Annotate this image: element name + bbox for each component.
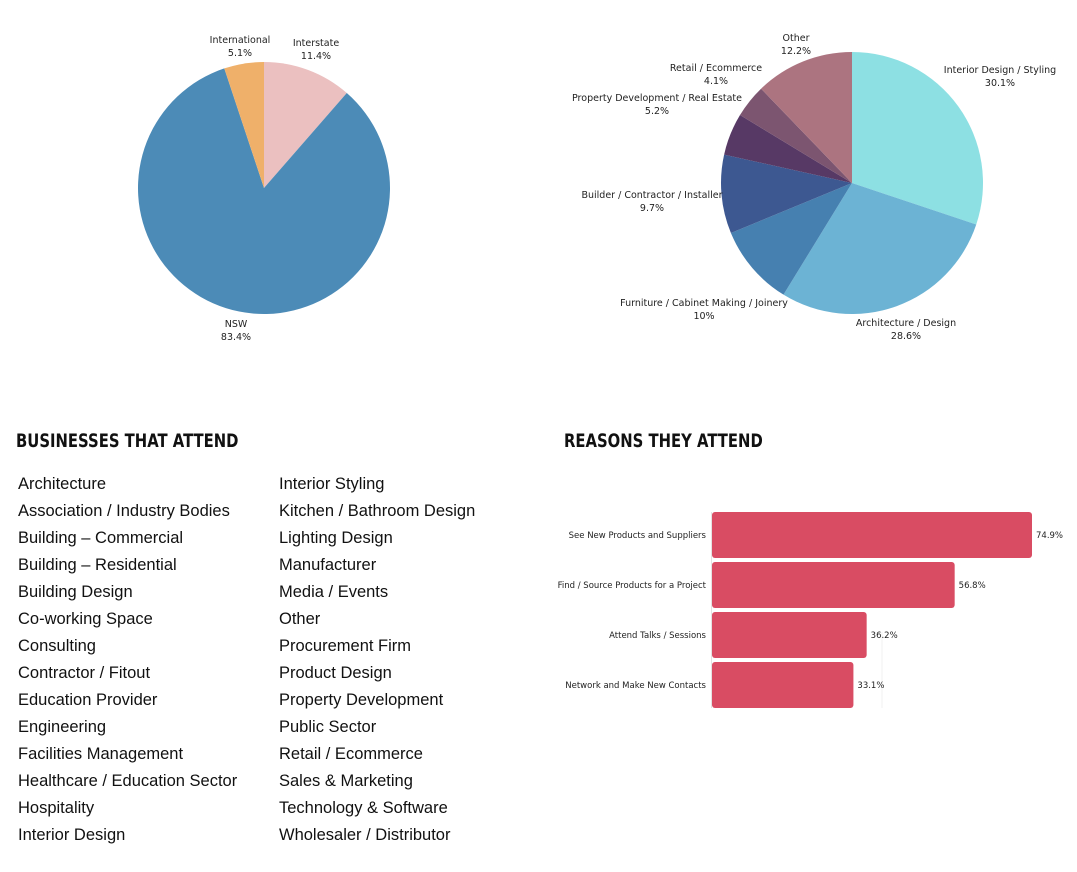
business-type-item: Procurement Firm bbox=[279, 637, 412, 655]
pie-slice-builder-contractor-installer bbox=[720, 154, 852, 233]
business-type-item: Retail / Ecommerce bbox=[279, 745, 423, 763]
bar-value-label: 33.1% bbox=[857, 681, 884, 691]
pie-slice-label: Architecture / Design bbox=[856, 318, 956, 329]
pie-slice-value: 5.2% bbox=[645, 106, 669, 117]
pie-slice-label: Builder / Contractor / Installer bbox=[581, 190, 722, 201]
businesses-heading: BUSINESSES THAT ATTEND bbox=[16, 430, 239, 452]
reasons-heading: REASONS THEY ATTEND bbox=[564, 430, 763, 452]
bar-category-label: Network and Make New Contacts bbox=[565, 681, 706, 691]
pie-slice-label: International bbox=[210, 35, 271, 46]
pie-slice-value: 5.1% bbox=[228, 48, 252, 59]
pie-slice-value: 28.6% bbox=[891, 331, 921, 342]
pie-slice-value: 9.7% bbox=[640, 203, 664, 214]
business-type-item: Kitchen / Bathroom Design bbox=[279, 502, 476, 520]
pie-slice-value: 83.4% bbox=[221, 332, 251, 343]
pie-slice-label: Other bbox=[783, 33, 810, 44]
pie-slice-label: Retail / Ecommerce bbox=[670, 63, 762, 74]
business-type-item: Building – Commercial bbox=[18, 529, 184, 547]
bar-category-label: See New Products and Suppliers bbox=[569, 531, 707, 541]
business-type-item: Manufacturer bbox=[279, 556, 377, 574]
business-type-item: Interior Styling bbox=[279, 475, 385, 493]
pie-slice-interior-design-styling bbox=[852, 52, 983, 225]
pie-slice-label: Furniture / Cabinet Making / Joinery bbox=[620, 298, 788, 309]
business-type-item: Technology & Software bbox=[279, 799, 448, 817]
pie-slice-retail-ecommerce bbox=[740, 88, 852, 183]
business-type-item: Consulting bbox=[18, 637, 96, 655]
pie-slice-furniture-cabinet-making-joinery bbox=[730, 183, 852, 295]
business-type-item: Lighting Design bbox=[279, 529, 393, 547]
business-type-item: Education Provider bbox=[18, 691, 158, 709]
industry-pie-chart: Interior Design / Styling 30.1% Architectu… bbox=[572, 33, 1056, 342]
pie-slice-value: 10% bbox=[693, 311, 714, 322]
pie-slice-label: Property Development / Real Estate bbox=[572, 93, 742, 104]
pie-slice-label: NSW bbox=[225, 319, 248, 330]
business-type-item: Architecture bbox=[18, 475, 107, 493]
business-type-item: Public Sector bbox=[279, 718, 377, 736]
business-type-item: Wholesaler / Distributor bbox=[279, 826, 451, 844]
businesses-list-column-2: Interior Styling Kitchen / Bathroom Desig… bbox=[279, 473, 475, 851]
business-type-item: Facilities Management bbox=[18, 745, 184, 763]
bar-category-label: Find / Source Products for a Project bbox=[558, 581, 707, 591]
business-type-item: Interior Design bbox=[18, 826, 126, 844]
pie-slice-label: Interior Design / Styling bbox=[944, 65, 1056, 76]
business-type-item: Healthcare / Education Sector bbox=[18, 772, 238, 790]
business-type-item: Property Development bbox=[279, 691, 444, 709]
business-type-item: Sales & Marketing bbox=[279, 772, 413, 790]
bar-category-label: Attend Talks / Sessions bbox=[609, 631, 706, 641]
pie-slice-nsw bbox=[138, 68, 390, 314]
business-type-item: Contractor / Fitout bbox=[18, 664, 151, 682]
business-type-item: Engineering bbox=[18, 718, 107, 736]
bar-find-source-products-for-a-project bbox=[712, 562, 955, 608]
pie-slice-interstate bbox=[264, 62, 347, 188]
bar-value-label: 56.8% bbox=[959, 581, 986, 591]
pie-slice-international bbox=[224, 62, 264, 188]
pie-slice-value: 12.2% bbox=[781, 46, 811, 57]
bar-value-label: 36.2% bbox=[871, 631, 898, 641]
business-type-item: Building – Residential bbox=[18, 556, 177, 574]
business-type-item: Hospitality bbox=[18, 799, 95, 817]
pie-slice-label: Interstate bbox=[293, 38, 340, 49]
bar-see-new-products-and-suppliers bbox=[712, 512, 1032, 558]
business-type-item: Product Design bbox=[279, 664, 392, 682]
business-type-item: Co-working Space bbox=[18, 610, 153, 628]
bar-attend-talks-sessions bbox=[712, 612, 867, 658]
pie-slice-other bbox=[761, 52, 852, 183]
business-type-item: Media / Events bbox=[279, 583, 389, 601]
pie-slice-property-development-real-estate bbox=[724, 115, 852, 183]
bar-network-and-make-new-contacts bbox=[712, 662, 854, 708]
bar-value-label: 74.9% bbox=[1036, 531, 1063, 541]
business-type-item: Building Design bbox=[18, 583, 133, 601]
reasons-bar-chart: See New Products and Suppliers 74.9% Find … bbox=[558, 512, 1063, 708]
location-pie-chart: Interstate 11.4% NSW 83.4% International 5.1% bbox=[138, 35, 390, 343]
business-type-item: Association / Industry Bodies bbox=[18, 502, 230, 520]
business-type-item: Other bbox=[279, 610, 321, 628]
pie-slice-value: 30.1% bbox=[985, 78, 1015, 89]
businesses-list-column-1: Architecture Association / Industry Bodie… bbox=[18, 473, 237, 851]
pie-slice-architecture-design bbox=[783, 183, 977, 314]
pie-slice-value: 4.1% bbox=[704, 76, 728, 87]
pie-slice-value: 11.4% bbox=[301, 51, 331, 62]
